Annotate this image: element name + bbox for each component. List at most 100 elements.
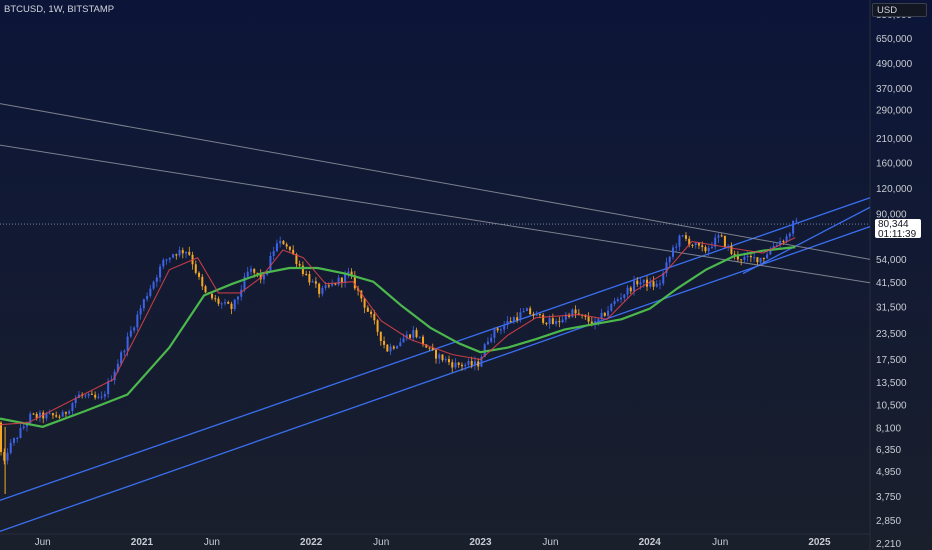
candle-body xyxy=(370,311,373,315)
candle-body xyxy=(532,314,535,316)
price-tick-label: 2,210 xyxy=(876,539,901,550)
candle-body xyxy=(587,316,590,322)
candle-body xyxy=(782,240,785,242)
candle-body xyxy=(162,259,165,267)
candle-body xyxy=(571,309,574,317)
candle-body xyxy=(129,330,132,337)
candle-body xyxy=(311,281,314,283)
price-tick-label: 4,950 xyxy=(876,467,901,478)
candle-body xyxy=(259,273,262,280)
candle-body xyxy=(522,311,525,313)
price-tick-label: 13,500 xyxy=(876,378,907,389)
candle-body xyxy=(123,350,126,353)
candle-body xyxy=(652,281,655,287)
candle-body xyxy=(620,297,623,300)
candle-body xyxy=(340,277,343,283)
candle-body xyxy=(785,236,788,242)
candle-body xyxy=(0,422,3,453)
moving-average-short xyxy=(0,237,796,426)
time-tick-label: 2023 xyxy=(469,537,492,548)
price-tick-label: 210,000 xyxy=(876,134,913,145)
candle-body xyxy=(149,288,152,296)
candle-body xyxy=(671,247,674,257)
candle-body xyxy=(733,253,736,255)
candle-body xyxy=(688,238,691,245)
candle-body xyxy=(16,437,19,439)
candle-body xyxy=(665,262,668,273)
candle-body xyxy=(220,303,223,305)
candle-body xyxy=(48,413,51,415)
time-tick-label: Jun xyxy=(204,537,220,548)
candle-body xyxy=(678,235,681,247)
candle-body xyxy=(795,220,798,222)
candle-body xyxy=(613,301,616,305)
candle-body xyxy=(3,452,6,461)
candle-body xyxy=(12,438,15,443)
candle-body xyxy=(379,331,382,342)
candle-body xyxy=(279,240,282,244)
candle-body xyxy=(74,398,77,404)
candle-body xyxy=(720,235,723,237)
time-tick-label: 2024 xyxy=(639,537,662,548)
price-tick-label: 17,500 xyxy=(876,355,907,366)
candle-body xyxy=(249,268,252,272)
candle-body xyxy=(227,302,230,304)
candle-body xyxy=(535,313,538,316)
candle-body xyxy=(642,279,645,283)
candle-body xyxy=(133,327,136,331)
candle-body xyxy=(428,347,431,349)
candle-body xyxy=(217,298,220,304)
candle-body xyxy=(185,251,188,254)
candle-body xyxy=(181,250,184,254)
candle-body xyxy=(243,276,246,290)
candle-body xyxy=(444,359,447,361)
price-tick-label: 3,750 xyxy=(876,492,901,503)
candle-body xyxy=(68,411,71,414)
candle-body xyxy=(736,254,739,260)
candle-body xyxy=(775,245,778,247)
candle-body xyxy=(769,248,772,255)
candle-body xyxy=(506,320,509,326)
candle-body xyxy=(84,395,87,397)
candle-body xyxy=(415,330,418,338)
candle-body xyxy=(285,244,288,247)
candle-body xyxy=(710,246,713,248)
candle-body xyxy=(412,330,415,338)
candle-body xyxy=(223,302,227,304)
currency-selector[interactable]: USD xyxy=(872,3,927,17)
candle-body xyxy=(668,256,671,263)
candle-body xyxy=(464,364,467,367)
moving-average-long xyxy=(0,246,796,428)
candle-body xyxy=(792,220,795,234)
candle-body xyxy=(402,338,405,343)
candle-body xyxy=(168,257,171,260)
time-tick-label: Jun xyxy=(373,537,389,548)
candle-body xyxy=(740,259,743,261)
candle-body xyxy=(714,237,717,247)
candle-body xyxy=(662,272,665,284)
price-axis[interactable]: 850,000650,000490,000370,000290,000210,0… xyxy=(876,10,913,550)
candle-body xyxy=(19,428,22,438)
candle-body xyxy=(496,328,499,331)
candle-body xyxy=(392,346,395,349)
candle-body xyxy=(675,246,678,248)
symbol-label[interactable]: BTCUSD, 1W, BITSTAMP xyxy=(4,4,115,15)
candle-body xyxy=(684,235,687,239)
candle-body xyxy=(146,295,149,300)
candle-body xyxy=(418,336,421,338)
candle-body xyxy=(126,336,129,351)
candle-body xyxy=(152,281,155,289)
candle-body xyxy=(155,277,158,282)
trend-line xyxy=(0,103,871,260)
candle-body xyxy=(516,317,519,321)
price-tick-label: 120,000 xyxy=(876,184,913,195)
time-axis[interactable]: Jun 2021 Jun 2022 Jun 2023 Jun 2024 Jun 2025 xyxy=(35,537,831,548)
candle-body xyxy=(113,371,116,381)
candle-body xyxy=(441,354,444,361)
candle-body xyxy=(201,276,204,287)
price-tick-label: 160,000 xyxy=(876,158,913,169)
candle-body xyxy=(360,290,363,299)
candle-body xyxy=(746,255,749,257)
candle-body xyxy=(38,412,41,418)
